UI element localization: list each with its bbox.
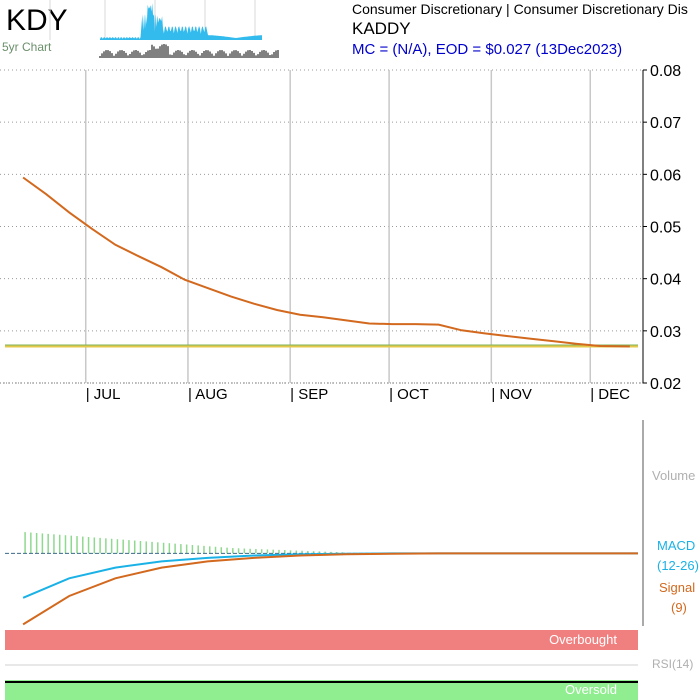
macd-line bbox=[22, 552, 638, 599]
mini-five-year-chart[interactable] bbox=[0, 0, 285, 58]
volume-label: Volume bbox=[652, 468, 695, 483]
overbought-label: Overbought bbox=[549, 632, 617, 647]
overbought-band bbox=[5, 630, 638, 650]
price-tick-label: 0.03 bbox=[650, 324, 681, 341]
sector-label: Consumer Discretionary | Consumer Discre… bbox=[352, 1, 688, 17]
price-series bbox=[5, 176, 638, 348]
mini-chart-label: 5yr Chart bbox=[2, 40, 52, 54]
price-tick-label: 0.02 bbox=[650, 376, 681, 393]
signal-line bbox=[22, 552, 638, 626]
ticker-symbol: KDY bbox=[6, 4, 68, 37]
mini-price-area bbox=[100, 3, 262, 40]
date-tick-label: | AUG bbox=[188, 386, 228, 403]
date-tick-label: | SEP bbox=[290, 386, 328, 403]
macd-lines bbox=[5, 552, 638, 626]
price-tick-label: 0.08 bbox=[650, 63, 681, 80]
date-tick-label: | NOV bbox=[491, 386, 532, 403]
oversold-label: Oversold bbox=[565, 682, 617, 697]
quote-summary: MC = (N/A), EOD = $0.027 (13Dec2023) bbox=[352, 41, 622, 58]
rsi-label: RSI(14) bbox=[652, 657, 693, 671]
price-tick-label: 0.07 bbox=[650, 115, 681, 132]
date-tick-label: | JUL bbox=[86, 386, 121, 403]
macd-params: (12-26) bbox=[657, 558, 699, 573]
oversold-band bbox=[5, 680, 638, 700]
price-line bbox=[22, 176, 630, 348]
macd-histogram bbox=[24, 532, 344, 554]
date-x-axis: | JUL | AUG | SEP | OCT | NOV | DEC bbox=[86, 386, 630, 403]
price-grid bbox=[0, 69, 643, 384]
signal-label: Signal bbox=[659, 580, 695, 595]
price-tick-label: 0.04 bbox=[650, 272, 681, 289]
signal-params: (9) bbox=[671, 600, 687, 615]
macd-label: MACD bbox=[657, 538, 695, 553]
date-tick-label: | DEC bbox=[590, 386, 630, 403]
price-tick-label: 0.05 bbox=[650, 220, 681, 237]
company-name: KADDY bbox=[352, 19, 411, 38]
date-tick-label: | OCT bbox=[389, 386, 429, 403]
price-tick-label: 0.06 bbox=[650, 167, 681, 184]
price-y-axis: 0.08 0.07 0.06 0.05 0.04 0.03 0.02 bbox=[0, 63, 681, 393]
